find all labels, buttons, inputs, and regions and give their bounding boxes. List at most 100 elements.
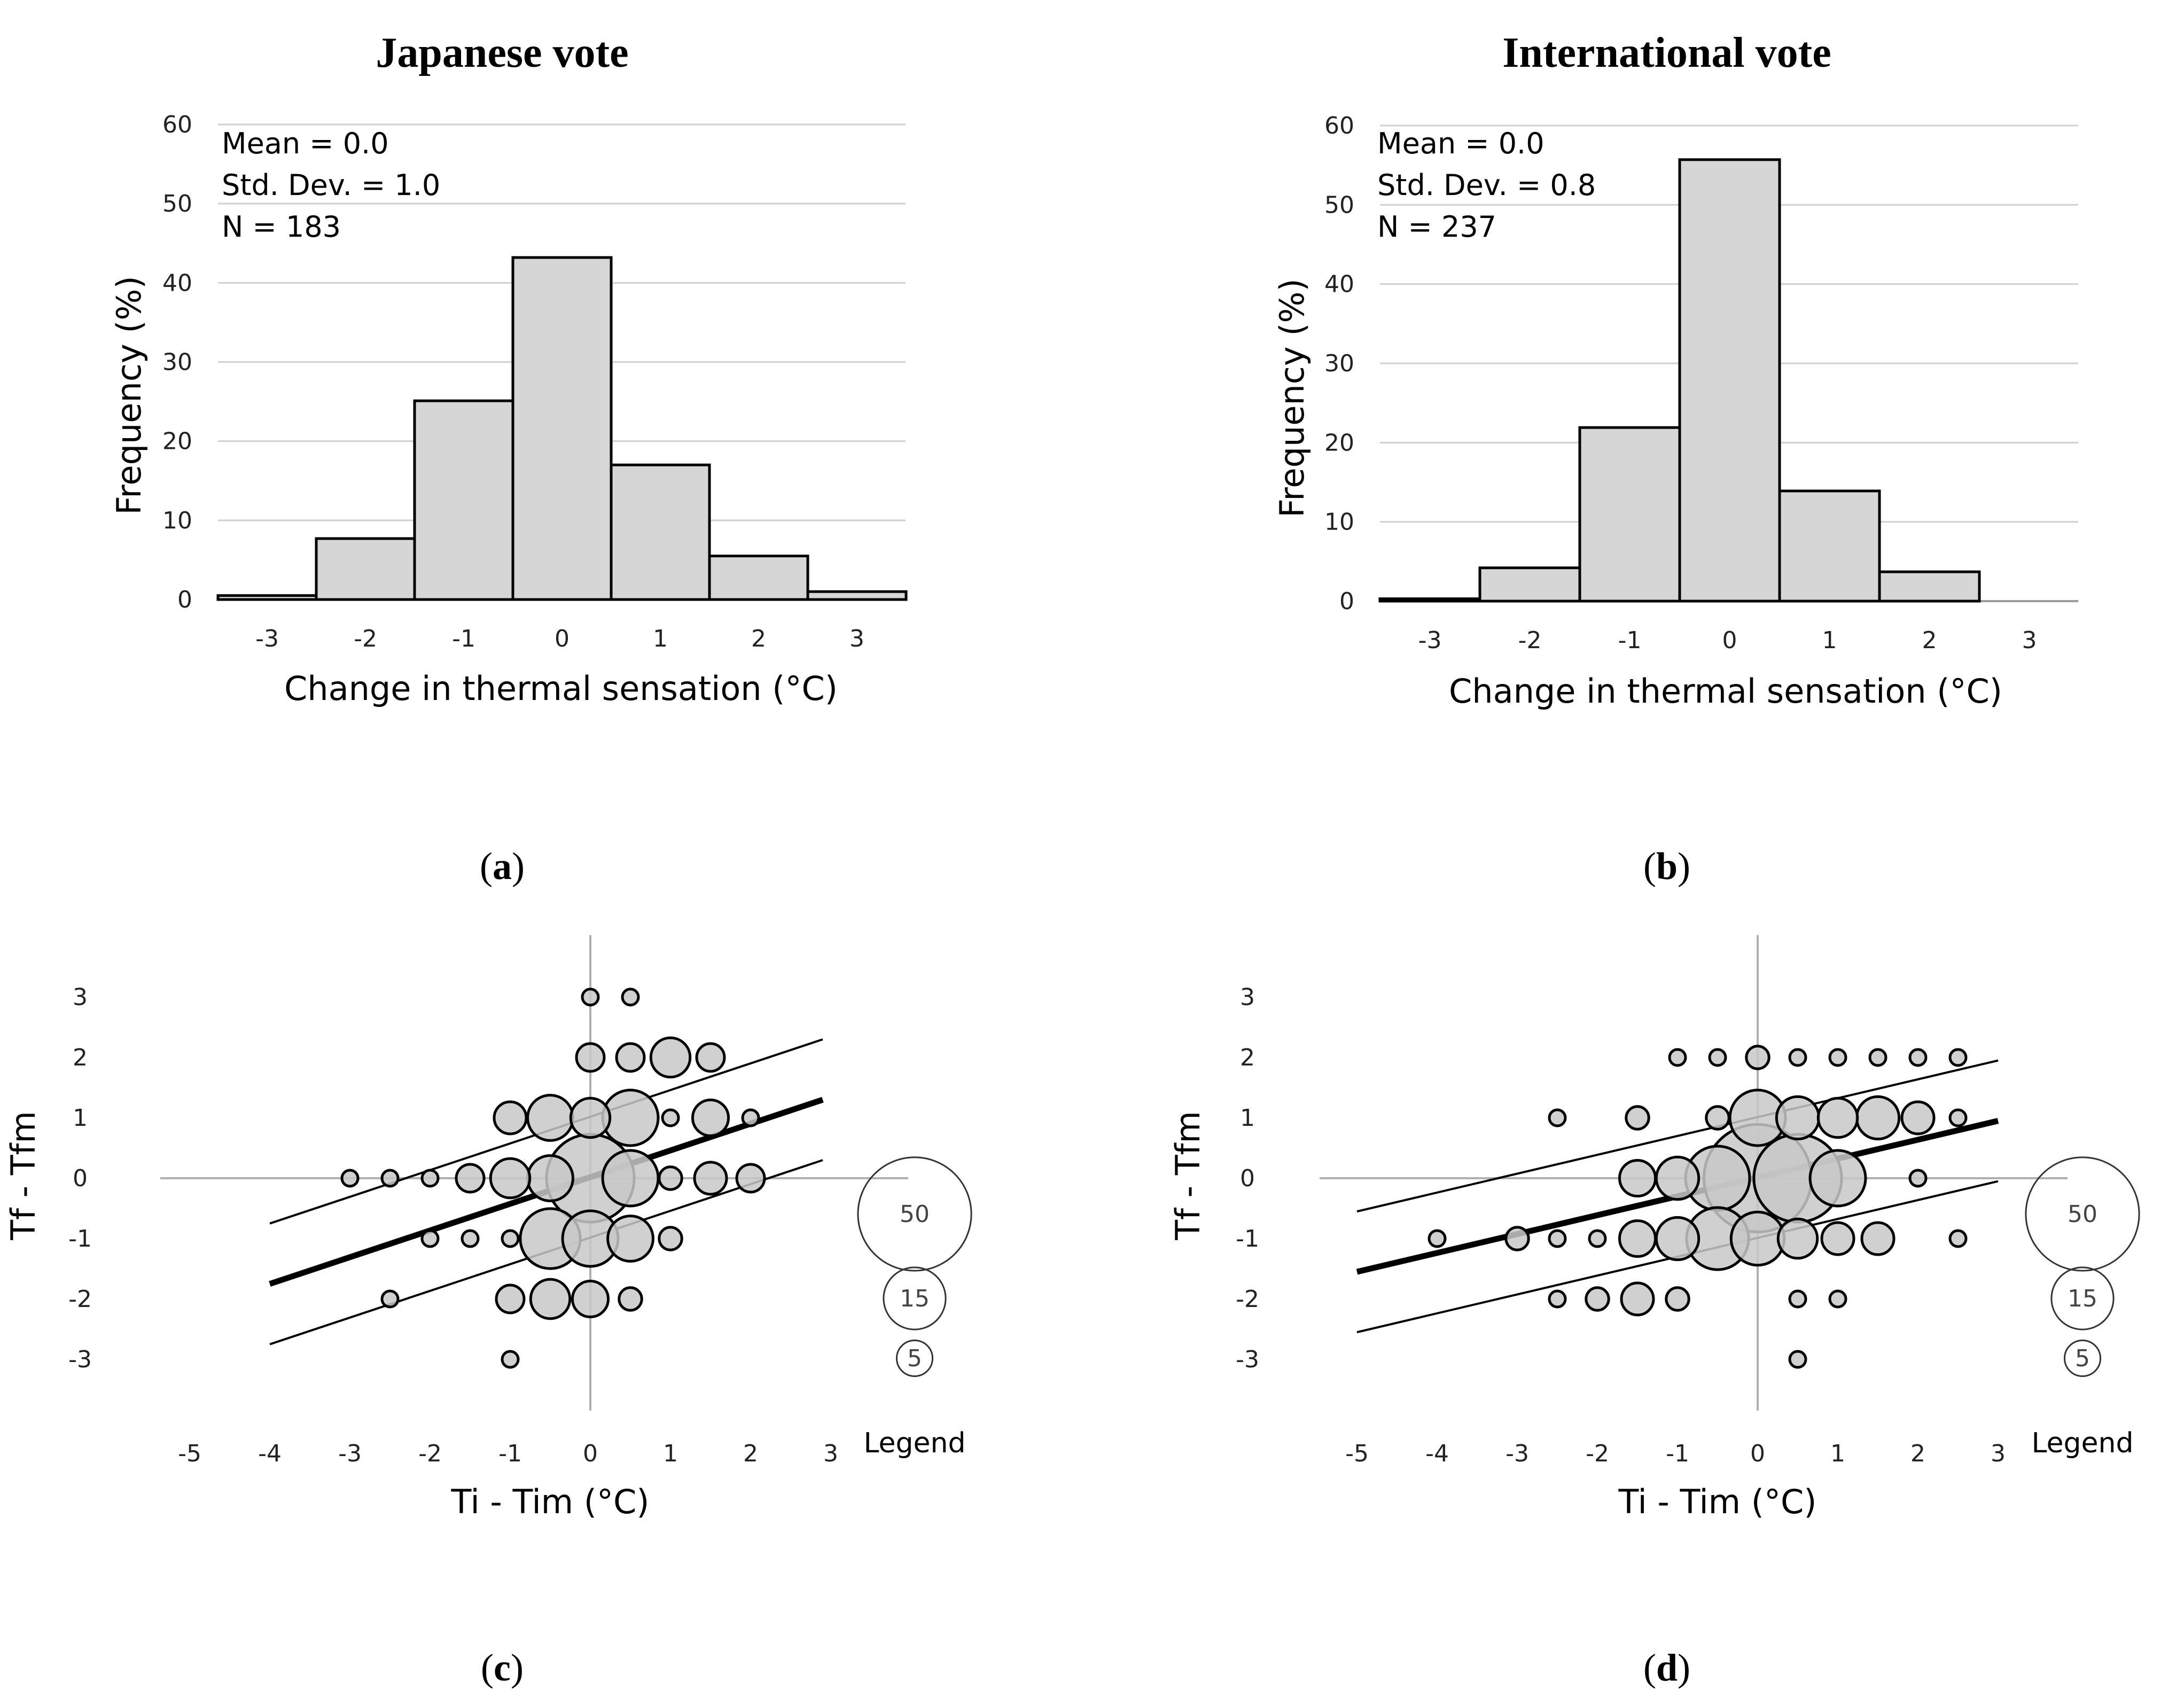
y-tick-label: 0 [1339,588,1354,615]
y-tick-label: -2 [68,1286,92,1313]
bubble-point [621,987,640,1007]
bubble-point [1948,1048,1968,1067]
x-tick-label: 0 [555,625,570,652]
bubble-point [1948,1108,1968,1127]
bubble-point [493,1100,528,1135]
y-tick-label: 1 [73,1104,88,1132]
legend-size-label: 50 [900,1201,930,1228]
bubbles [1428,1045,1968,1369]
y-axis-title: Frequency (%) [1273,278,1312,517]
bubble-point [691,1098,730,1138]
bubble-point [735,1163,766,1194]
bubble-point [420,1229,440,1248]
x-axis-title: Change in thermal sensation (°C) [1449,672,2002,711]
y-tick-label: 2 [73,1044,88,1071]
bubble-point [1855,1095,1901,1141]
x-tick-label: -3 [255,625,279,652]
legend-circle [2063,1339,2102,1378]
x-axis-title: Change in thermal sensation (°C) [284,669,838,708]
bubble-point [1548,1289,1567,1309]
y-tick-label: 0 [73,1165,88,1192]
bar [1578,426,1681,603]
x-tick-label: -4 [258,1440,282,1467]
y-axis-title: Tf - Tfm [4,1111,43,1241]
y-tick-label: 0 [1240,1165,1255,1192]
bar [1478,566,1581,603]
y-tick-label: 3 [1240,984,1255,1011]
bubble-point [661,1108,680,1127]
stats-mean: Mean = 0.0 [1377,127,1545,160]
bubble-point [1775,1095,1821,1141]
bubble-point [569,1096,612,1139]
bubble-point [1655,1155,1701,1201]
x-tick-label: -5 [178,1440,201,1467]
legend-size-label: 15 [2068,1285,2097,1312]
y-tick-label: 40 [1324,271,1354,298]
panel-label-c: (c) [481,1646,524,1689]
y-tick-label: -3 [68,1346,92,1373]
bubble-point [1585,1286,1610,1312]
bubble-point [1618,1158,1657,1198]
bubble-point [615,1042,646,1073]
bubble-point [601,1149,660,1208]
legend-circle [895,1339,934,1378]
bubble-point [1788,1048,1807,1067]
x-tick-label: 1 [1822,627,1837,654]
bubble-point [1504,1226,1530,1251]
x-tick-label: -3 [338,1440,362,1467]
bar [1378,597,1481,603]
bubble-point [1729,1210,1786,1267]
x-tick-label: -4 [1425,1440,1449,1467]
x-tick-labels: -3 -2 -1 0 1 2 3 [1418,627,2037,654]
x-tick-label: -1 [1666,1440,1689,1467]
panel-label-a: (a) [480,845,525,888]
bar [1678,158,1781,603]
bubble-point [1625,1105,1650,1131]
x-tick-label: 0 [1750,1440,1765,1467]
x-tick-label: -3 [1418,627,1442,654]
bubble-point [1588,1229,1607,1248]
bubble-point [1816,1096,1859,1139]
y-tick-label: 10 [162,507,192,534]
y-axis-title: Frequency (%) [110,276,149,515]
y-tick-label: 30 [1324,350,1354,377]
bar [1778,489,1881,603]
bubble-point [1828,1289,1847,1309]
y-tick-labels: -3 -2 -1 0 1 2 3 [1236,984,1259,1373]
y-tick-label: 60 [162,111,192,138]
y-tick-label: 30 [162,349,192,376]
bubble-point [526,1094,574,1142]
bubble-point [1668,1048,1687,1067]
bubble-point [1618,1219,1657,1258]
size-legend: 50 15 5 Legend [857,1156,972,1459]
bubble-point [1776,1217,1819,1260]
bubble-point [1948,1229,1968,1248]
bubbles [340,987,766,1369]
bubble-point [461,1229,480,1248]
y-tick-label: 0 [177,586,192,613]
panel-label-b: (b) [1643,845,1690,888]
x-tick-label: 0 [583,1440,598,1467]
chart-title: Japanese vote [376,29,628,76]
bubble-point [1548,1108,1567,1127]
bubble-point [1788,1350,1807,1369]
y-tick-label: 20 [162,428,192,455]
bubble-point [495,1283,526,1314]
bubble-point [340,1169,360,1188]
bubble-point [1900,1100,1936,1135]
y-tick-label: -2 [1236,1286,1259,1313]
bar [1878,570,1981,603]
bubble-point [1808,1149,1867,1208]
stats-n: N = 183 [222,210,341,244]
y-tick-label: -1 [1236,1225,1259,1252]
x-tick-label: -1 [452,625,475,652]
bar [708,555,809,601]
x-tick-label: 3 [823,1440,838,1467]
x-tick-label: -2 [418,1440,442,1467]
legend-circle [2050,1266,2115,1330]
bubble-point [618,1286,643,1312]
histogram-japanese: Japanese vote 0 10 20 30 40 50 60 -3 -2 -1 0 1 2 3 F… [110,29,908,708]
legend-size-label: 15 [900,1285,930,1312]
